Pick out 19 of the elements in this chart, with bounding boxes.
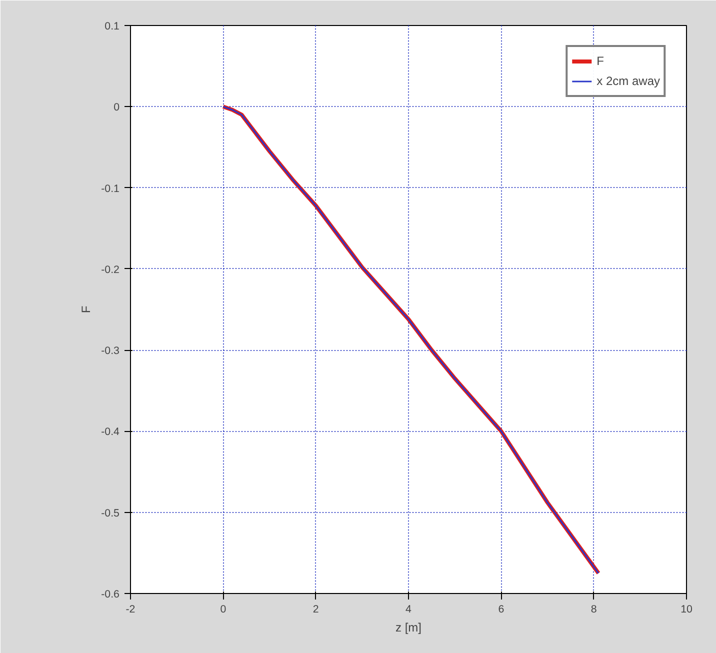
x-axis-title: z [m] <box>396 620 422 634</box>
y-tick-label: -0.4 <box>101 426 120 438</box>
legend-label: x 2cm away <box>596 74 660 88</box>
x-tick-label: 6 <box>498 604 504 616</box>
x-tick-label: -2 <box>126 604 136 616</box>
y-axis-title: F <box>79 306 94 314</box>
y-tick-label: 0 <box>114 102 120 114</box>
x-tick-label: 8 <box>590 604 597 616</box>
x-tick-label: 0 <box>220 604 226 616</box>
y-tick-label: -0.5 <box>101 507 120 520</box>
legend-label: F <box>596 54 605 68</box>
x-tick-label: 2 <box>312 604 319 616</box>
y-tick-label: -0.1 <box>101 182 120 195</box>
x-tick-label: 10 <box>680 604 692 616</box>
y-tick-label: -0.2 <box>101 264 120 276</box>
y-tick-label: -0.6 <box>101 588 120 600</box>
x-tick-label: 4 <box>406 604 412 616</box>
y-tick-label: -0.3 <box>101 345 120 358</box>
y-tick-label: 0.1 <box>104 20 120 32</box>
